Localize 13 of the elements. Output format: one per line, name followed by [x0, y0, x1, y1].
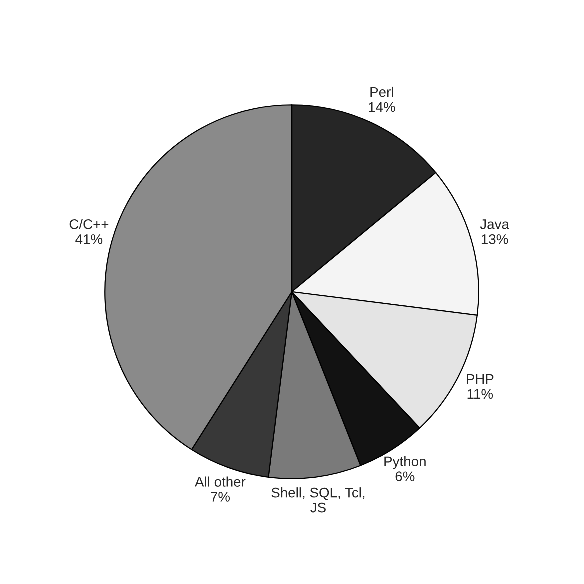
slice-label: PHP	[467, 374, 494, 384]
data-label: 7%	[211, 492, 230, 502]
slice-label: Perl	[370, 86, 394, 98]
slice-label: All other	[195, 476, 246, 487]
data-label: 13%	[482, 234, 508, 244]
slice-label: Java	[480, 220, 510, 230]
slice-label: Shell, SQL, Tcl, JS	[272, 488, 365, 513]
slice-label: C/C++	[70, 219, 109, 230]
data-label: 6%	[396, 472, 415, 482]
slice-label: Python	[384, 456, 426, 470]
data-label: 14%	[369, 102, 396, 112]
data-label: 41%	[76, 234, 103, 244]
data-label: 11%	[468, 389, 494, 400]
